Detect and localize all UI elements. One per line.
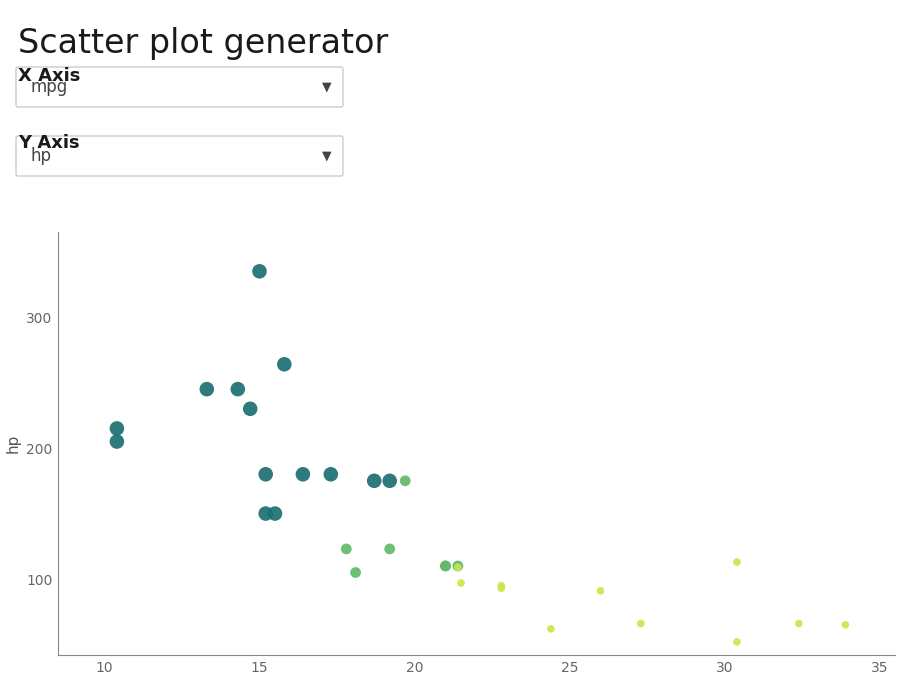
Point	[633, 618, 648, 629]
Point	[451, 562, 465, 573]
Point	[438, 561, 453, 572]
Point	[451, 561, 465, 572]
Point	[398, 475, 412, 486]
Point	[382, 475, 397, 486]
Point	[243, 403, 257, 414]
Point	[494, 580, 509, 591]
Point	[231, 384, 245, 395]
Text: X Axis: X Axis	[18, 67, 80, 85]
Y-axis label: hp: hp	[5, 434, 21, 453]
Point	[730, 636, 744, 647]
FancyBboxPatch shape	[16, 136, 343, 176]
Point	[382, 544, 397, 554]
Point	[367, 475, 382, 486]
Point	[339, 544, 354, 554]
Point	[454, 578, 468, 589]
Point	[594, 585, 608, 596]
Point	[730, 557, 744, 567]
Text: Y Axis: Y Axis	[18, 134, 79, 152]
Text: Scatter plot generator: Scatter plot generator	[18, 27, 388, 60]
Point	[199, 384, 214, 395]
Point	[494, 582, 509, 593]
Point	[296, 469, 310, 479]
Point	[110, 436, 124, 447]
Point	[544, 623, 558, 634]
Point	[348, 567, 363, 578]
Point	[838, 619, 852, 630]
Text: hp: hp	[30, 147, 51, 165]
Point	[324, 469, 338, 479]
Text: ▼: ▼	[322, 80, 332, 93]
Point	[268, 508, 282, 519]
Text: mpg: mpg	[30, 78, 68, 96]
Point	[438, 561, 453, 572]
Point	[253, 266, 267, 277]
Point	[277, 359, 291, 370]
Point	[110, 423, 124, 434]
Point	[792, 618, 806, 629]
Point	[259, 469, 273, 479]
Point	[259, 508, 273, 519]
Text: ▼: ▼	[322, 149, 332, 162]
FancyBboxPatch shape	[16, 67, 343, 107]
